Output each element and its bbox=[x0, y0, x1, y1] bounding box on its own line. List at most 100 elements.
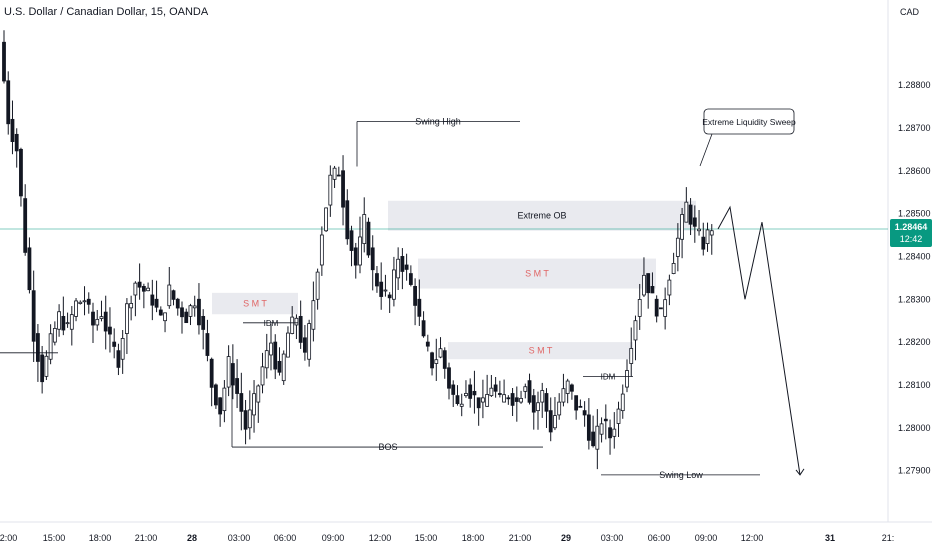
candle-body bbox=[303, 337, 307, 353]
candle-body bbox=[408, 273, 413, 285]
swing-high-label: Swing High bbox=[415, 117, 461, 127]
x-tick-label: 09:00 bbox=[695, 533, 718, 543]
candle-body bbox=[472, 390, 477, 396]
candle-body bbox=[527, 380, 532, 403]
smt-zone-1-label: S M T bbox=[243, 299, 267, 309]
x-tick-label: 03:00 bbox=[228, 533, 251, 543]
x-tick-label: 15:00 bbox=[415, 533, 438, 543]
smt-zone-3 bbox=[448, 342, 633, 360]
smt-zone-2 bbox=[418, 258, 656, 289]
idm-label-2: IDM bbox=[601, 372, 616, 381]
candle-body bbox=[69, 314, 74, 330]
candle-body bbox=[650, 286, 655, 294]
candle-body bbox=[709, 230, 714, 236]
y-tick-label: 1.27900 bbox=[898, 466, 931, 476]
candle-body bbox=[370, 247, 375, 271]
candle-body bbox=[146, 287, 150, 292]
x-tick-label: 06:00 bbox=[274, 533, 297, 543]
x-tick-label: 21:00 bbox=[135, 533, 158, 543]
candle-body bbox=[23, 198, 28, 253]
x-tick-label: 03:00 bbox=[601, 533, 624, 543]
candle-body bbox=[44, 355, 49, 377]
currency-label: CAD bbox=[900, 7, 920, 17]
x-tick-label: 12:00 bbox=[741, 533, 764, 543]
candle-body bbox=[290, 316, 295, 334]
candle-body bbox=[633, 320, 638, 341]
candle-body bbox=[358, 236, 362, 266]
candle-body bbox=[523, 386, 528, 392]
candle-body bbox=[129, 303, 134, 309]
candle-body bbox=[603, 418, 608, 422]
candle-body bbox=[10, 118, 15, 142]
projection-arrowhead bbox=[795, 468, 805, 476]
candle-body bbox=[570, 384, 574, 392]
candle-body bbox=[27, 247, 32, 291]
smt-zone-2-label: S M T bbox=[525, 269, 549, 279]
y-tick-label: 1.28300 bbox=[898, 294, 931, 304]
candle-body bbox=[294, 317, 299, 326]
candle-body bbox=[61, 315, 66, 331]
liquidity-sweep-pointer bbox=[699, 133, 713, 167]
candle-body bbox=[502, 394, 506, 403]
candle-body bbox=[608, 427, 612, 439]
candle-body bbox=[201, 315, 206, 330]
candle-body bbox=[468, 384, 473, 399]
candle-body bbox=[48, 333, 53, 360]
candle-body bbox=[243, 410, 248, 430]
candle-body bbox=[455, 395, 460, 404]
candle-body bbox=[133, 282, 138, 296]
candle-body bbox=[40, 354, 45, 383]
candle-body bbox=[506, 397, 511, 400]
symbol-title: U.S. Dollar / Canadian Dollar, 15, OANDA bbox=[4, 6, 209, 18]
x-tick-label: 09:00 bbox=[322, 533, 345, 543]
y-tick-label: 1.28700 bbox=[898, 123, 931, 133]
candle-body bbox=[52, 328, 57, 343]
candle-body bbox=[222, 387, 227, 412]
candle-body bbox=[175, 298, 180, 309]
x-tick-label: 12:00 bbox=[0, 533, 17, 543]
candle-body bbox=[667, 279, 672, 296]
candle-body bbox=[565, 380, 570, 394]
candle-body bbox=[387, 294, 392, 299]
candle-body bbox=[654, 298, 659, 317]
price-tag bbox=[890, 219, 932, 248]
candle-body bbox=[57, 311, 61, 330]
candle-body bbox=[65, 322, 70, 325]
candle-body bbox=[510, 393, 515, 406]
candle-body bbox=[421, 320, 426, 337]
candle-body bbox=[561, 388, 566, 403]
candle-body bbox=[629, 348, 634, 364]
candle-body bbox=[171, 290, 176, 300]
candle-body bbox=[277, 360, 282, 373]
candle-body bbox=[383, 289, 388, 292]
candle-body bbox=[141, 286, 146, 292]
candle-body bbox=[112, 341, 117, 347]
candle-body bbox=[239, 393, 244, 412]
candle-body bbox=[434, 359, 439, 364]
candle-body bbox=[214, 384, 218, 406]
x-tick-label: 12:00 bbox=[369, 533, 392, 543]
candle-body bbox=[116, 350, 121, 368]
candle-body bbox=[396, 258, 401, 279]
candle-body bbox=[252, 393, 256, 416]
candle-body bbox=[404, 264, 409, 270]
candle-body bbox=[332, 167, 337, 180]
candle-body bbox=[451, 384, 456, 395]
candle-body bbox=[167, 284, 172, 307]
x-tick-label: 18:00 bbox=[89, 533, 112, 543]
candle-body bbox=[125, 303, 129, 334]
x-tick-label: 21:00 bbox=[509, 533, 532, 543]
candle-body bbox=[684, 201, 689, 223]
candle-body bbox=[688, 204, 693, 225]
candle-body bbox=[230, 363, 235, 386]
candle-body bbox=[247, 409, 252, 429]
idm-label-1: IDM bbox=[264, 319, 279, 328]
candle-body bbox=[78, 301, 83, 304]
candle-body bbox=[205, 333, 210, 356]
candle-body bbox=[379, 281, 384, 297]
candle-body bbox=[349, 230, 354, 251]
candle-body bbox=[519, 397, 523, 403]
candle-body bbox=[82, 300, 87, 303]
candle-body bbox=[697, 228, 701, 232]
